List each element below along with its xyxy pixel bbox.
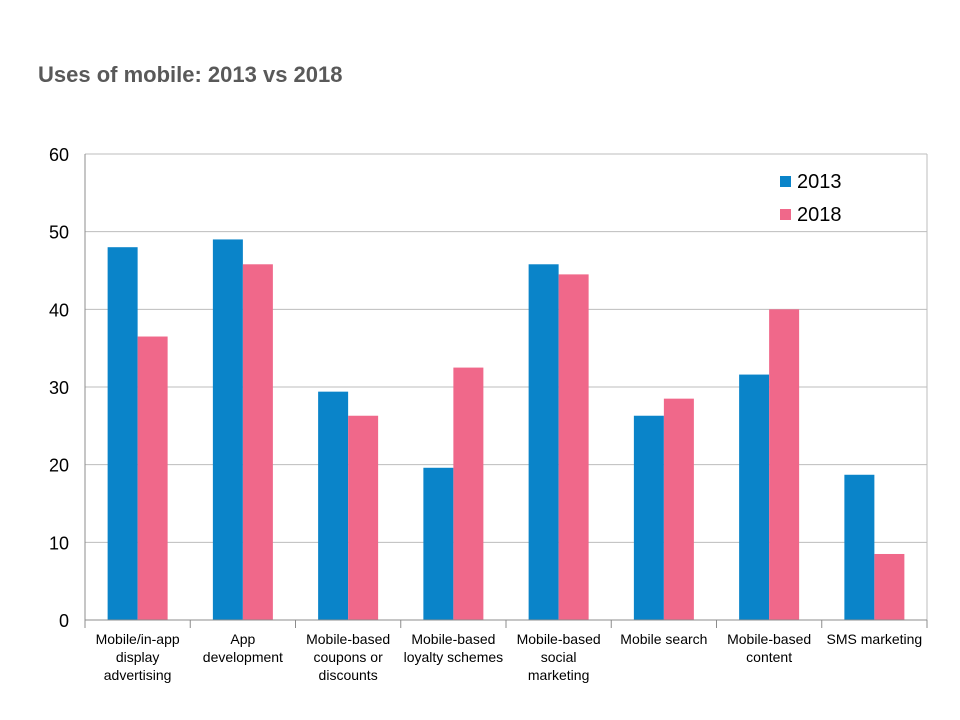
- page-title: Uses of mobile: 2013 vs 2018: [38, 62, 343, 87]
- x-tick-label: Mobile-based social marketing: [517, 631, 601, 683]
- x-tick-label: SMS marketing: [827, 631, 923, 647]
- legend: 2013 2018: [780, 171, 842, 226]
- bar-2013-2: [318, 391, 349, 620]
- x-tick-label: Mobile/in-app display advertising: [96, 631, 180, 683]
- y-tick-label: 0: [59, 611, 69, 631]
- y-tick-label: 30: [49, 378, 69, 398]
- legend-label-2018: 2018: [797, 204, 842, 226]
- legend-label-2013: 2013: [797, 171, 842, 193]
- x-tick-label: Mobile-based coupons or discounts: [306, 631, 390, 683]
- legend-swatch-2013: [780, 176, 791, 187]
- bar-2018-0: [137, 336, 168, 620]
- bar-2013-5: [633, 415, 664, 620]
- bar-2018-5: [663, 398, 694, 620]
- y-tick-label: 10: [49, 533, 69, 553]
- x-tick-label: Mobile-based loyalty schemes: [404, 631, 504, 665]
- bar-2018-3: [453, 367, 484, 620]
- legend-swatch-2018: [780, 209, 791, 220]
- y-tick-label: 40: [49, 300, 69, 320]
- axes: 0 10 20 30 40 50 60 Mobile/in-app display adverti…: [49, 145, 928, 683]
- y-tick-label: 20: [49, 456, 69, 476]
- bar-2018-7: [874, 553, 905, 620]
- y-tick-label: 50: [49, 223, 69, 243]
- bar-2013-7: [844, 474, 875, 620]
- bar-2018-4: [558, 274, 589, 620]
- bar-2013-3: [423, 467, 454, 620]
- y-tick-label: 60: [49, 145, 69, 165]
- bar-2013-1: [212, 239, 243, 620]
- bar-2013-4: [528, 264, 559, 620]
- x-tick-label: Mobile-based content: [727, 631, 811, 665]
- bar-2018-2: [348, 415, 379, 620]
- x-tick-label: App development: [203, 631, 283, 665]
- bar-2018-1: [242, 264, 273, 620]
- bars: [107, 239, 905, 620]
- bar-2013-6: [739, 374, 770, 620]
- bar-2018-6: [769, 309, 800, 620]
- bar-2013-0: [107, 247, 138, 620]
- x-tick-label: Mobile search: [620, 631, 707, 647]
